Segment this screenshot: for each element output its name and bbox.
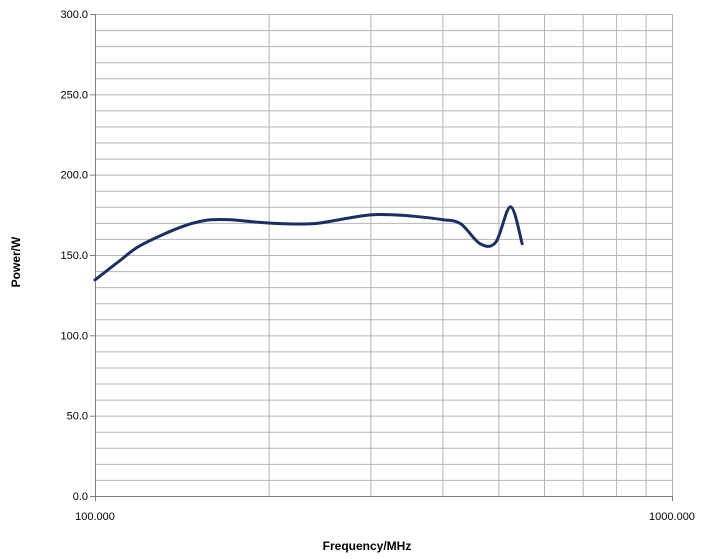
y-tick-label: 150.0: [60, 250, 88, 262]
y-axis-title: Power/W: [9, 236, 23, 287]
y-tick-label: 200.0: [60, 170, 88, 182]
x-tick-label: 100.000: [75, 511, 115, 523]
x-tick-label: 1000.000: [649, 511, 695, 523]
y-tick-label: 250.0: [60, 89, 88, 101]
axes: [90, 14, 673, 501]
y-tick-label: 0.0: [73, 491, 88, 503]
y-tick-label: 50.0: [67, 411, 88, 423]
tick-labels: 0.0 50.0 100.0 150.0 200.0 250.0 300.0 100.000 1…: [60, 9, 694, 523]
series-line: [93, 205, 524, 282]
y-tick-label: 300.0: [60, 9, 88, 21]
series-layer: [93, 205, 524, 282]
x-axis-title: Frequency/MHz: [323, 539, 412, 553]
grid: [95, 14, 673, 497]
y-tick-label: 100.0: [60, 330, 88, 342]
